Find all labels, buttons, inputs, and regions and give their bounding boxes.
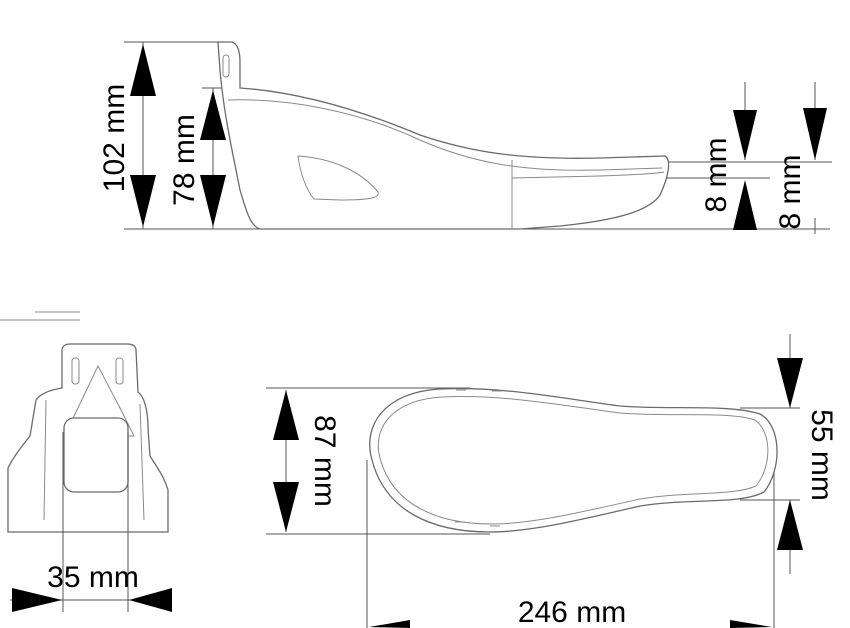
arrow-shell-bottom — [200, 175, 226, 227]
rear-slot-right — [115, 357, 124, 385]
arrow-shell-top — [200, 90, 226, 140]
arrow-length-right — [730, 620, 772, 628]
arrow-total-top — [130, 44, 156, 96]
label-top-heel-width: 55 mm — [805, 409, 838, 501]
arrow-forefoot-top — [273, 390, 299, 440]
arrow-total-bottom — [130, 175, 156, 227]
top-view: 87 mm 55 mm 246 mm — [266, 334, 838, 628]
side-slot — [222, 54, 230, 78]
arrow-forefoot-bottom — [273, 482, 299, 532]
label-rear-heel-width: 35 mm — [47, 561, 139, 594]
rear-heel-pad — [63, 417, 129, 493]
side-view: 102 mm 78 mm 8 mm 8 mm — [98, 41, 832, 234]
top-insole-inner — [377, 396, 769, 525]
label-sole-front: 8 mm — [700, 138, 733, 213]
label-forefoot-width: 87 mm — [308, 415, 341, 507]
label-shell-height: 78 mm — [168, 114, 201, 206]
arrow-top-heel-top — [777, 358, 803, 408]
rear-slot-left — [71, 357, 80, 385]
arrow-heel-right — [129, 588, 172, 612]
arrow-heel-left — [12, 588, 62, 612]
rear-inner-left — [43, 399, 47, 521]
side-sole-line — [511, 171, 665, 179]
label-total-height: 102 mm — [98, 84, 131, 192]
arrow-length-left — [369, 620, 410, 628]
label-sole-rear: 8 mm — [774, 155, 807, 230]
side-shell-inner-edge — [227, 99, 663, 171]
side-shell-outline — [217, 41, 670, 230]
rear-view: 35 mm — [0, 311, 172, 612]
arrow-top-heel-bottom — [777, 500, 803, 550]
top-insole-outline — [369, 387, 778, 533]
label-length: 246 mm — [518, 596, 626, 628]
side-cutout — [297, 155, 379, 201]
arrow-sole-rear-top — [803, 108, 827, 160]
arrow-sole-front-top — [733, 110, 757, 160]
arrow-sole-front-bottom — [733, 180, 757, 230]
rear-inner-right — [139, 403, 145, 521]
